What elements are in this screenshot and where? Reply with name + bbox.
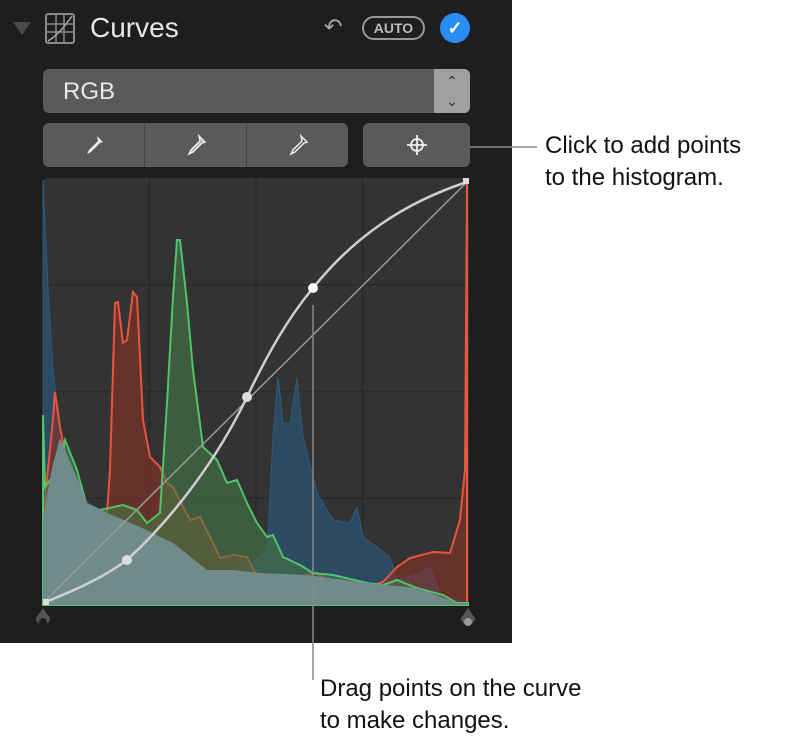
- white-point-eyedropper-button[interactable]: [247, 123, 348, 167]
- eyedropper-icon: [86, 136, 103, 154]
- panel-title: Curves: [90, 12, 179, 43]
- callout-text: Click to add points: [545, 132, 742, 159]
- channel-select-value: RGB: [63, 78, 116, 105]
- curve-point[interactable]: [122, 555, 132, 565]
- callout-text: to make changes.: [320, 707, 510, 734]
- disclosure-triangle-icon[interactable]: [13, 22, 31, 35]
- chevron-updown-icon[interactable]: ⌃ ⌄: [434, 69, 470, 113]
- curve-endpoint[interactable]: [463, 178, 469, 184]
- channel-select[interactable]: RGB ⌃ ⌄: [43, 69, 470, 113]
- eyedropper-icon: [186, 133, 206, 156]
- black-point-eyedropper-button[interactable]: [43, 123, 145, 167]
- white-point-handle[interactable]: [458, 608, 478, 630]
- gray-point-eyedropper-button[interactable]: [145, 123, 247, 167]
- black-point-handle[interactable]: [33, 608, 53, 630]
- curve-point[interactable]: [308, 283, 318, 293]
- curves-icon: [45, 13, 75, 44]
- eyedropper-icon: [288, 133, 308, 156]
- auto-button[interactable]: AUTO: [362, 16, 425, 40]
- undo-icon[interactable]: ↶: [324, 14, 343, 39]
- crosshair-icon: [406, 135, 427, 155]
- eyedropper-group: [43, 123, 348, 167]
- curve-point[interactable]: [242, 392, 252, 402]
- curves-histogram[interactable]: [42, 178, 469, 606]
- baseline-diagonal: [42, 181, 468, 604]
- callout-add-points: Click to add points to the histogram.: [545, 130, 741, 194]
- callout-text: to the histogram.: [545, 164, 724, 191]
- callout-drag-points: Drag points on the curve to make changes…: [320, 673, 581, 737]
- checkmark-icon[interactable]: ✓: [440, 13, 470, 43]
- curves-panel: Curves ↶ AUTO ✓ RGB ⌃ ⌄: [0, 0, 512, 643]
- histogram-luminance: [43, 438, 468, 605]
- curve-endpoint[interactable]: [43, 599, 49, 605]
- add-point-button[interactable]: [363, 123, 470, 167]
- callout-text: Drag points on the curve: [320, 675, 582, 702]
